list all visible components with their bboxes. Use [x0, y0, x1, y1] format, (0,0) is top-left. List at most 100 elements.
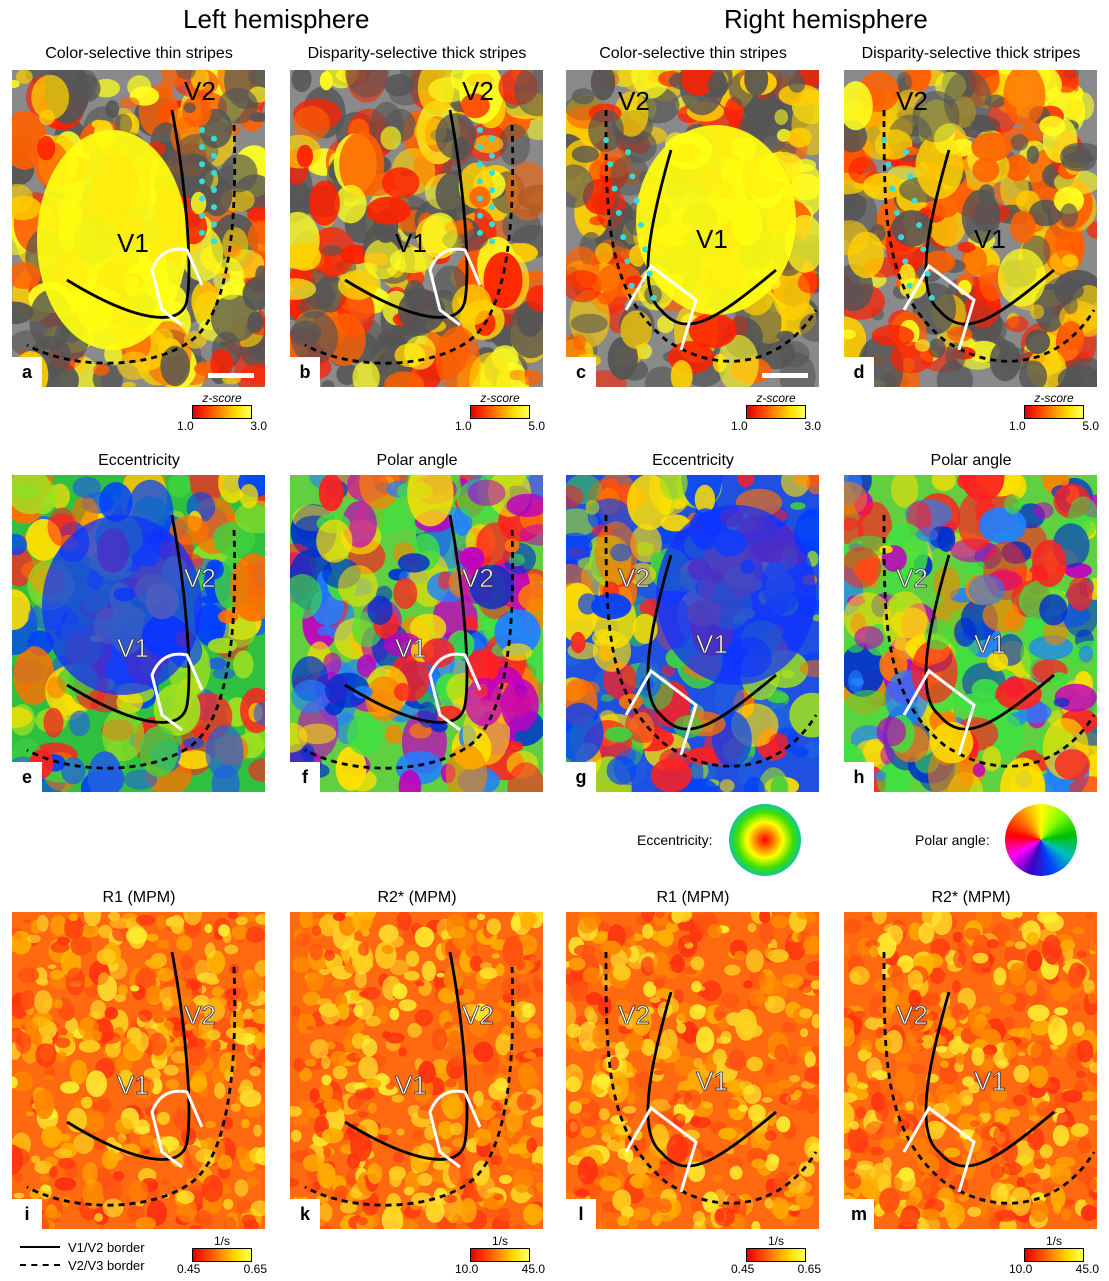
texture-blob — [908, 1007, 928, 1032]
texture-blob — [84, 924, 95, 935]
texture-blob — [952, 931, 963, 943]
legend-solid-label: V1/V2 border — [68, 1239, 145, 1255]
texture-blob — [532, 975, 541, 989]
texture-blob — [1032, 539, 1067, 588]
texture-blob — [17, 967, 40, 984]
texture-blob — [609, 1056, 620, 1071]
texture-blob — [31, 74, 70, 120]
texture-blob — [46, 676, 66, 699]
texture-blob — [787, 127, 812, 148]
texture-blob — [290, 722, 308, 753]
roi-outline — [902, 668, 976, 756]
texture-blob — [385, 1192, 402, 1216]
brain-map-panel: V1 V2 l — [566, 912, 819, 1229]
texture-blob — [1052, 1175, 1069, 1186]
texture-blob — [680, 70, 716, 96]
texture-blob — [347, 715, 383, 756]
v1-area-label: V1 — [696, 224, 728, 254]
texture-blob — [1088, 1114, 1097, 1121]
colorbar-gradient — [470, 405, 530, 419]
texture-blob — [236, 1199, 251, 1214]
texture-blob — [41, 1185, 52, 1192]
texture-blob — [233, 650, 254, 679]
texture-blob — [157, 1111, 170, 1125]
texture-blob — [734, 950, 746, 961]
v1-area-label: V1 — [117, 633, 149, 663]
texture-blob — [41, 1125, 63, 1148]
v2-v3-border-line — [26, 124, 237, 365]
texture-blob — [967, 1206, 982, 1217]
texture-blob — [190, 191, 207, 215]
texture-blob — [505, 161, 543, 221]
texture-blob — [204, 942, 216, 959]
panel-letter: l — [566, 1199, 596, 1229]
texture-blob — [321, 1074, 332, 1086]
texture-blob — [670, 954, 685, 974]
texture-blob — [291, 956, 311, 973]
texture-blob — [774, 109, 789, 125]
texture-blob — [759, 921, 775, 945]
texture-blob — [573, 981, 589, 994]
texture-blob — [384, 371, 424, 387]
texture-blob — [50, 915, 67, 936]
texture-blob — [695, 1026, 715, 1053]
stripe-marker — [629, 173, 636, 180]
texture-blob — [652, 1113, 672, 1126]
texture-blob — [298, 723, 337, 745]
texture-blob — [873, 770, 887, 782]
texture-blob — [712, 1174, 724, 1183]
v2-v3-border-line — [304, 529, 515, 770]
texture-blob — [1016, 1176, 1026, 1190]
texture-blob — [895, 1052, 912, 1063]
texture-blob — [205, 1120, 217, 1129]
texture-blob — [650, 1123, 669, 1151]
texture-blob — [1077, 1137, 1092, 1154]
texture-blob — [577, 1156, 598, 1185]
texture-blob — [444, 1079, 457, 1088]
solid-line-swatch — [20, 1246, 60, 1248]
texture-blob — [325, 1105, 345, 1133]
texture-blob — [1039, 115, 1066, 136]
texture-blob — [501, 977, 522, 996]
texture-blob — [799, 313, 819, 342]
texture-blob — [158, 79, 174, 99]
brain-map-panel: V1 V2 k — [290, 912, 543, 1229]
panel-letter: c — [566, 357, 596, 387]
texture-blob — [98, 924, 113, 939]
texture-blob — [935, 1045, 948, 1053]
texture-blob — [385, 1032, 405, 1044]
texture-blob — [299, 912, 313, 929]
texture-blob — [304, 1059, 317, 1067]
texture-blob — [318, 475, 344, 512]
texture-blob — [205, 725, 244, 780]
texture-blob — [978, 271, 1003, 285]
texture-blob — [169, 515, 209, 545]
texture-blob — [388, 1166, 407, 1181]
v1-v2-border-line — [66, 109, 191, 319]
texture-blob — [1006, 1109, 1020, 1118]
texture-blob — [64, 915, 84, 940]
texture-blob — [168, 475, 191, 498]
texture-blob — [868, 994, 886, 1019]
texture-blob — [389, 247, 434, 274]
texture-blob — [421, 1203, 437, 1212]
texture-blob — [865, 1121, 886, 1141]
stripe-marker — [477, 178, 483, 185]
legend-dashed-label: V2/V3 border — [68, 1257, 145, 1273]
texture-blob — [727, 1156, 744, 1169]
texture-blob — [211, 1039, 221, 1052]
texture-blob — [309, 1039, 330, 1059]
texture-blob — [181, 954, 193, 971]
texture-blob — [641, 912, 655, 922]
texture-blob — [364, 239, 401, 280]
stripe-marker — [489, 238, 495, 245]
texture-blob — [869, 944, 879, 958]
texture-blob — [404, 335, 436, 370]
texture-blob — [392, 983, 408, 1000]
texture-blob — [896, 71, 912, 94]
texture-blob — [1026, 932, 1040, 946]
texture-blob — [356, 654, 377, 678]
v1-v2-border-line — [924, 149, 1055, 326]
brain-map-panel: V1 V2 m — [844, 912, 1097, 1229]
texture-blob — [137, 970, 156, 988]
